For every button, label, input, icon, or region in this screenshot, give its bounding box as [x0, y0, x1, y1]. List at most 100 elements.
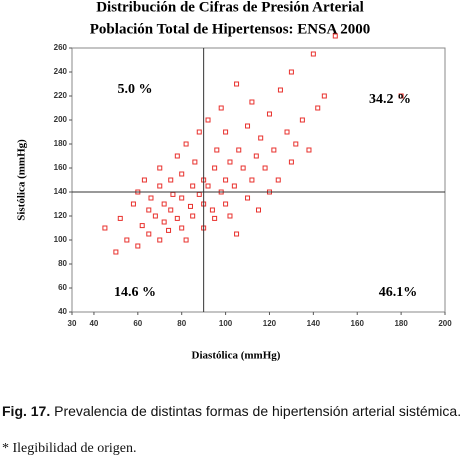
- point: [139, 223, 145, 229]
- point: [174, 215, 180, 221]
- x-tick-label: 120: [263, 319, 277, 328]
- point: [179, 225, 185, 231]
- point: [212, 215, 218, 221]
- x-tick-label: 100: [219, 319, 233, 328]
- quadrant-label: 46.1%: [379, 285, 418, 300]
- y-tick-label: 60: [58, 283, 67, 292]
- point: [157, 183, 163, 189]
- point: [245, 123, 251, 129]
- x-axis-label: Diastólica (mmHg): [192, 350, 281, 362]
- point: [262, 165, 268, 171]
- point: [234, 231, 240, 237]
- point: [234, 81, 240, 87]
- point: [183, 141, 189, 147]
- caption-text: Prevalencia de distintas formas de hiper…: [50, 403, 462, 419]
- point: [157, 237, 163, 243]
- x-tick-label: 140: [307, 319, 321, 328]
- point: [299, 117, 305, 123]
- point: [288, 159, 294, 165]
- point: [179, 195, 185, 201]
- x-tick-label: 160: [351, 319, 365, 328]
- point: [168, 207, 174, 213]
- point: [231, 183, 237, 189]
- point: [293, 141, 299, 147]
- x-tick-label: 180: [394, 319, 408, 328]
- point: [124, 237, 130, 243]
- point: [146, 207, 152, 213]
- point: [227, 213, 233, 219]
- point: [249, 99, 255, 105]
- point: [240, 165, 246, 171]
- point: [135, 243, 141, 249]
- point: [161, 219, 167, 225]
- y-tick-label: 140: [54, 187, 68, 196]
- point: [170, 191, 176, 197]
- point: [398, 93, 404, 99]
- point: [192, 159, 198, 165]
- y-tick-label: 40: [58, 307, 67, 316]
- y-tick-label: 100: [54, 235, 68, 244]
- y-tick-label: 180: [54, 139, 68, 148]
- point: [179, 171, 185, 177]
- x-tick-label: 200: [438, 319, 452, 328]
- y-tick-label: 160: [54, 163, 68, 172]
- point: [332, 33, 338, 39]
- point: [223, 129, 229, 135]
- y-tick-label: 240: [54, 67, 68, 76]
- point: [166, 227, 172, 233]
- point: [187, 203, 193, 209]
- y-tick-label: 260: [54, 43, 68, 52]
- x-tick-label: 30: [68, 319, 77, 328]
- point: [196, 129, 202, 135]
- caption: Fig. 17. Prevalencia de distintas formas…: [2, 403, 461, 419]
- point: [117, 215, 123, 221]
- point: [174, 153, 180, 159]
- chart-title: Distribución de Cifras de Presión Arteri…: [96, 0, 364, 15]
- chart-subtitle: Población Total de Hipertensos: ENSA 200…: [90, 21, 370, 37]
- chart: Distribución de Cifras de Presión Arteri…: [16, 0, 453, 362]
- point: [249, 177, 255, 183]
- point: [275, 177, 281, 183]
- point: [321, 93, 327, 99]
- point: [209, 207, 215, 213]
- point: [190, 213, 196, 219]
- caption-label: Fig. 17.: [2, 403, 51, 419]
- y-tick-label: 200: [54, 115, 68, 124]
- point: [256, 207, 261, 213]
- point: [113, 249, 119, 255]
- quadrant-label: 34.2 %: [369, 92, 411, 107]
- point: [196, 191, 202, 197]
- point: [218, 105, 224, 111]
- quadrant-label: 14.6 %: [114, 285, 156, 300]
- quadrant-label: 5.0 %: [118, 82, 153, 97]
- point: [190, 183, 196, 189]
- point: [277, 87, 283, 93]
- point: [227, 159, 233, 165]
- x-tick-label: 80: [177, 319, 186, 328]
- point: [266, 111, 272, 117]
- y-tick-label: 80: [58, 259, 67, 268]
- y-axis-label: Sistólica (mmHg): [16, 139, 28, 221]
- y-tick-label: 220: [54, 91, 68, 100]
- point: [310, 51, 316, 57]
- caption-note: * Ilegibilidad de origen.: [2, 441, 137, 456]
- point: [245, 195, 251, 201]
- point: [141, 177, 147, 183]
- point: [258, 135, 264, 141]
- point: [253, 153, 259, 159]
- x-tick-label: 40: [89, 319, 98, 328]
- point: [161, 201, 167, 207]
- point: [236, 147, 242, 153]
- point: [212, 165, 218, 171]
- point: [205, 183, 211, 189]
- point: [102, 225, 108, 231]
- point: [146, 231, 152, 237]
- point: [152, 213, 158, 219]
- point: [183, 237, 189, 243]
- point: [315, 105, 321, 111]
- point: [284, 129, 290, 135]
- point: [205, 117, 211, 123]
- point: [223, 201, 229, 207]
- point: [306, 147, 312, 153]
